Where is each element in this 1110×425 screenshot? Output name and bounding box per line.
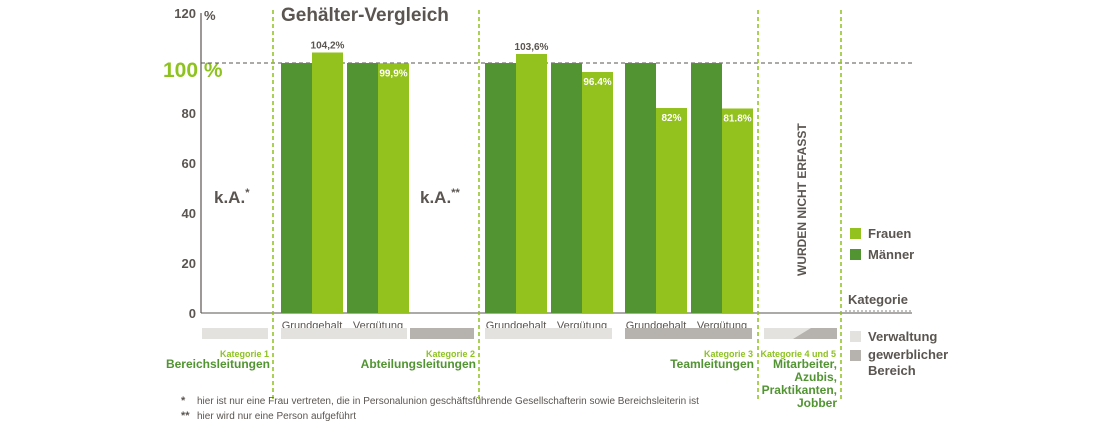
bar-frauen <box>378 63 409 313</box>
footnote-1-text: hier ist nur eine Frau vertreten, die in… <box>197 396 699 407</box>
cat1b-bar <box>281 328 407 339</box>
value-label-frauen: 103,6% <box>515 42 549 53</box>
value-label-frauen: 81.8% <box>723 114 751 125</box>
cat4-name-1: Mitarbeiter, <box>773 357 837 371</box>
cat4-name-3: Praktikanten, <box>762 383 837 397</box>
legend-gewerblich-label-2: Bereich <box>868 363 916 378</box>
value-label-frauen: 104,2% <box>311 41 345 52</box>
cat2-bar <box>410 328 474 339</box>
footnotes: * hier ist nur eine Frau vertreten, die … <box>181 395 699 422</box>
y-tick-label: 120 <box>174 6 196 21</box>
legend-maenner-label: Männer <box>868 247 914 262</box>
legend-verwaltung-swatch <box>850 331 861 342</box>
value-label-frauen: 82% <box>661 113 681 124</box>
bars-layer <box>281 52 753 313</box>
value-labels: 104,2% 99,9% 103,6% 96.4% 82% 81.8% <box>311 41 752 125</box>
legend-frauen-label: Frauen <box>868 226 911 241</box>
y-tick-label: 60 <box>182 156 196 171</box>
bar-frauen <box>516 54 547 313</box>
bar-maenner <box>281 63 312 313</box>
bar-frauen <box>582 72 613 313</box>
cat1-status: k.A.* <box>214 187 250 207</box>
y-unit-label: % <box>204 8 216 23</box>
category-separators <box>272 10 842 402</box>
legend-verwaltung-label: Verwaltung <box>868 329 937 344</box>
legend-kategorie-heading: Kategorie <box>848 292 908 307</box>
legend-frauen-swatch <box>850 228 861 239</box>
bar-maenner <box>485 63 516 313</box>
chart-title: Gehälter-Vergleich <box>281 5 449 26</box>
cat1-bar <box>202 328 268 339</box>
y-tick-label: 40 <box>182 206 196 221</box>
cat3-name: Teamleitungen <box>670 357 754 371</box>
bar-frauen <box>312 52 343 313</box>
footnote-2-mark: ** <box>181 410 190 422</box>
cat2-name: Abteilungsleitungen <box>361 357 476 371</box>
bar-maenner <box>347 63 378 313</box>
bar-frauen <box>656 108 687 313</box>
footnote-1-mark: * <box>181 395 186 407</box>
cat1-kategorie: Kategorie 1 <box>220 349 269 359</box>
value-label-frauen: 96.4% <box>583 77 611 88</box>
cat2-kategorie: Kategorie 2 <box>426 349 475 359</box>
y-tick-label: 20 <box>182 256 196 271</box>
category-bars <box>202 328 837 339</box>
reference-label: 100 % <box>163 59 223 82</box>
bar-maenner <box>551 63 582 313</box>
bar-frauen <box>722 108 753 313</box>
footnote-2-text: hier wird nur eine Person aufgeführt <box>197 411 356 422</box>
bar-maenner <box>691 63 722 313</box>
bar-maenner <box>625 63 656 313</box>
cat4-bar-diag <box>793 328 837 339</box>
cat3-bar <box>625 328 752 339</box>
cat2-status: k.A.** <box>420 187 460 207</box>
y-tick-label: 0 <box>189 306 196 321</box>
value-label-frauen: 99,9% <box>379 68 407 79</box>
cat3-kategorie: Kategorie 3 <box>704 349 753 359</box>
cat4-name-4: Jobber <box>797 396 837 410</box>
cat2b-bar <box>485 328 612 339</box>
legend-maenner-swatch <box>850 249 861 260</box>
cat4-kategorie: Kategorie 4 und 5 <box>760 349 836 359</box>
cat1-name: Bereichsleitungen <box>166 357 270 371</box>
legend: Frauen Männer Kategorie Verwaltung gewer… <box>845 226 948 378</box>
cat4-name-2: Azubis, <box>794 370 837 384</box>
y-tick-label: 80 <box>182 106 196 121</box>
category-labels: Kategorie 1 Bereichsleitungen Kategorie … <box>166 349 837 410</box>
legend-gewerblich-swatch <box>850 350 861 361</box>
cat4-status: WURDEN NICHT ERFASST <box>795 123 809 276</box>
legend-gewerblich-label-1: gewerblicher <box>868 347 948 362</box>
